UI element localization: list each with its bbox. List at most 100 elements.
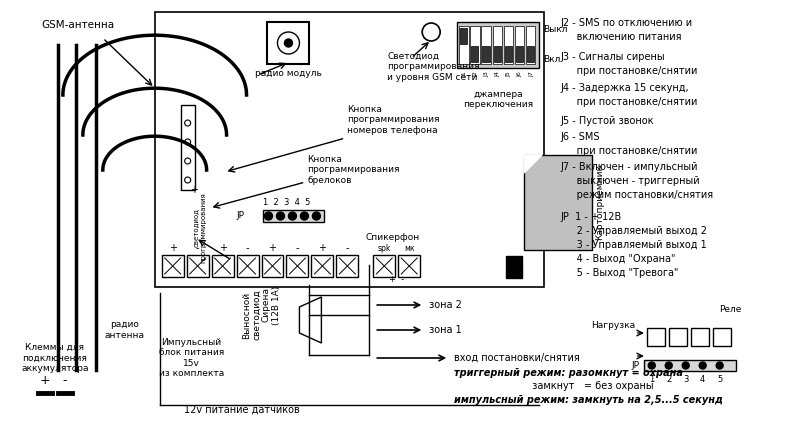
- Bar: [713, 328, 730, 346]
- Circle shape: [285, 39, 293, 47]
- Text: Картоприемник: Картоприемник: [595, 164, 604, 240]
- Text: +: +: [190, 185, 198, 195]
- Bar: [669, 328, 686, 346]
- Bar: [374, 255, 395, 277]
- Text: JP: JP: [237, 211, 245, 221]
- Bar: [162, 255, 184, 277]
- Text: Выносной
светодиод: Выносной светодиод: [242, 290, 262, 340]
- Circle shape: [682, 362, 690, 369]
- Circle shape: [666, 362, 672, 369]
- Text: +  -: + -: [389, 275, 404, 284]
- Text: 5: 5: [717, 375, 722, 384]
- Text: GSM-антенна: GSM-антенна: [42, 20, 114, 30]
- Text: -: -: [246, 243, 250, 253]
- Bar: [527, 46, 534, 62]
- Circle shape: [313, 212, 320, 220]
- Circle shape: [185, 120, 190, 126]
- Text: spk: spk: [378, 244, 391, 253]
- Bar: [505, 46, 512, 62]
- Bar: [262, 255, 283, 277]
- Text: +: +: [269, 243, 277, 253]
- Bar: [482, 26, 491, 64]
- Text: J3: J3: [485, 71, 490, 77]
- Circle shape: [185, 158, 190, 164]
- Bar: [494, 46, 501, 62]
- Text: J1: J1: [462, 71, 467, 77]
- Text: +: +: [318, 243, 326, 253]
- Bar: [460, 28, 467, 44]
- Bar: [262, 210, 324, 222]
- Text: +: +: [218, 243, 226, 253]
- Polygon shape: [524, 155, 542, 173]
- Bar: [470, 26, 480, 64]
- Bar: [267, 22, 310, 64]
- Bar: [459, 26, 469, 64]
- Text: Импульсный
блок питания
15v
из комплекта: Импульсный блок питания 15v из комплекта: [159, 338, 224, 378]
- Text: -: -: [346, 243, 349, 253]
- Text: Светодиод
программирования
и уровня GSM сети: Светодиод программирования и уровня GSM …: [387, 52, 480, 82]
- Text: J2 - SMS по отключению и
     включению питания: J2 - SMS по отключению и включению питан…: [561, 18, 693, 42]
- Text: Вкл: Вкл: [543, 54, 560, 63]
- Text: зона 2: зона 2: [429, 300, 462, 310]
- Circle shape: [289, 212, 297, 220]
- Bar: [644, 360, 736, 371]
- Text: замкнут   = без охраны: замкнут = без охраны: [454, 381, 654, 391]
- Text: Кнопка
программирования
номеров телефона: Кнопка программирования номеров телефона: [347, 105, 440, 135]
- Text: зона 1: зона 1: [429, 325, 462, 335]
- Bar: [457, 22, 539, 68]
- Text: J4 - Задержка 15 секунд,
     при постановке/снятии: J4 - Задержка 15 секунд, при постановке/…: [561, 83, 698, 107]
- Circle shape: [301, 212, 309, 220]
- Text: J5 - Пустой звонок: J5 - Пустой звонок: [561, 116, 654, 126]
- Circle shape: [277, 212, 285, 220]
- Text: -: -: [180, 185, 183, 195]
- Text: 2: 2: [666, 375, 671, 384]
- Bar: [482, 46, 490, 62]
- Text: +: +: [40, 374, 50, 387]
- Text: триггерный режим: разомкнут = охрана: триггерный режим: разомкнут = охрана: [454, 368, 683, 378]
- Circle shape: [185, 139, 190, 145]
- Bar: [471, 46, 478, 62]
- Bar: [526, 26, 535, 64]
- Text: Сирена
(12В 1А): Сирена (12В 1А): [262, 285, 281, 325]
- Bar: [516, 46, 523, 62]
- Text: Клеммы для
подключения
аккумулятора: Клеммы для подключения аккумулятора: [21, 343, 89, 373]
- Text: J4: J4: [495, 71, 501, 77]
- Bar: [186, 255, 209, 277]
- Polygon shape: [299, 297, 322, 343]
- Text: -: -: [296, 243, 299, 253]
- Text: радио модуль: радио модуль: [255, 69, 322, 78]
- Text: светодиод
программирования: светодиод программирования: [193, 193, 206, 263]
- Circle shape: [422, 23, 440, 41]
- Text: Спикерфон: Спикерфон: [365, 233, 419, 242]
- Bar: [286, 255, 309, 277]
- Circle shape: [648, 362, 655, 369]
- Text: J5: J5: [506, 71, 512, 77]
- Circle shape: [716, 362, 723, 369]
- Bar: [336, 255, 358, 277]
- Text: J6 - SMS
     при постановке/снятии: J6 - SMS при постановке/снятии: [561, 132, 698, 156]
- Text: +: +: [169, 243, 177, 253]
- Text: JP  1 - + 12В
     2 - Управляемый выход 2
     3 - Управляемый выход 1
     4 -: JP 1 - + 12В 2 - Управляемый выход 2 3 -…: [561, 212, 707, 278]
- Bar: [237, 255, 258, 277]
- Bar: [154, 12, 544, 287]
- Bar: [690, 328, 709, 346]
- Circle shape: [278, 32, 299, 54]
- Text: 4: 4: [700, 375, 706, 384]
- Text: Нагрузка: Нагрузка: [590, 321, 635, 330]
- Bar: [212, 255, 234, 277]
- Text: радио
антенна: радио антенна: [105, 320, 145, 340]
- Text: -: -: [62, 374, 67, 387]
- Text: J7 - Включен - импульсный
     выключен - триггерный
     режим постановки/сняти: J7 - Включен - импульсный выключен - три…: [561, 162, 713, 200]
- Text: 1  2  3  4  5: 1 2 3 4 5: [262, 198, 310, 207]
- Text: мк: мк: [404, 244, 414, 253]
- Bar: [504, 26, 514, 64]
- Text: вход постановки/снятия: вход постановки/снятия: [454, 353, 580, 363]
- Text: импульсный режим: замкнуть на 2,5...5 секунд: импульсный режим: замкнуть на 2,5...5 се…: [454, 395, 723, 405]
- Text: J6: J6: [518, 71, 523, 77]
- Text: джампера
переключения: джампера переключения: [463, 90, 533, 109]
- Bar: [506, 256, 522, 278]
- Circle shape: [185, 177, 190, 183]
- Text: JP: JP: [632, 361, 640, 370]
- Bar: [181, 105, 194, 190]
- Circle shape: [265, 212, 273, 220]
